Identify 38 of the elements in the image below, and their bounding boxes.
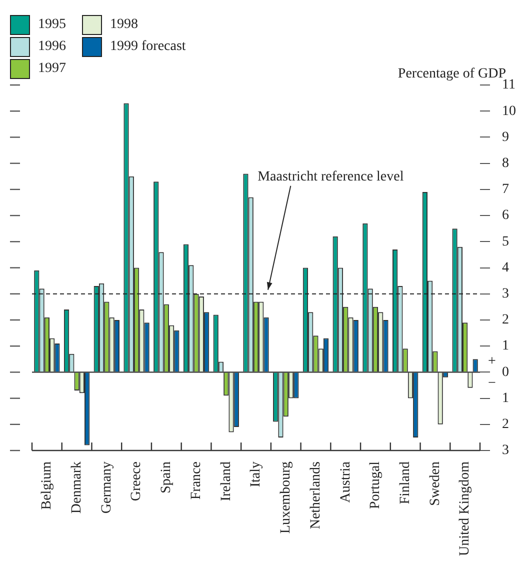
x-tick-label: Finland — [398, 462, 414, 504]
x-tick-label: Denmark — [69, 462, 84, 514]
x-tick-label: Portugal — [368, 461, 384, 509]
y-tick-label: 3 — [502, 286, 509, 302]
x-tick-label: Netherlands — [308, 462, 324, 530]
y-tick-label: 3 — [502, 443, 509, 458]
x-tick-label: Sweden — [428, 462, 443, 506]
x-tick-label: Belgium — [40, 461, 55, 510]
y-tick-label: 9 — [502, 130, 509, 145]
x-tick-label: Germany — [99, 462, 114, 514]
y-tick-label: 8 — [502, 156, 509, 171]
text: − — [488, 376, 496, 391]
y-tick-label: 7 — [502, 182, 509, 198]
x-tick-label: Greece — [129, 462, 144, 502]
x-tick-label: Austria — [338, 460, 354, 503]
x-tick-label: Spain — [159, 462, 174, 494]
y-tick-label: 6 — [502, 208, 509, 224]
y-tick-label: 11 — [502, 78, 516, 93]
x-tick-label: United Kingdom — [458, 461, 473, 556]
y-tick-label: 1 — [502, 338, 509, 354]
x-tick-label: France — [188, 462, 204, 500]
y-tick-label: 0 — [502, 364, 509, 380]
text: + — [488, 354, 496, 369]
ref-line-label: Maastricht reference level — [258, 170, 404, 185]
y-tick-label: 1 — [502, 390, 509, 406]
y-tick-label: 4 — [502, 260, 509, 276]
y-tick-label: 2 — [502, 417, 509, 432]
x-tick-label: Italy — [248, 462, 264, 488]
legend-label: 1995 — [38, 17, 66, 33]
y-tick-label: 2 — [502, 312, 509, 328]
x-tick-label: Ireland — [218, 462, 234, 502]
legend-label: 1998 — [110, 17, 138, 33]
legend-label: 1996 — [38, 39, 66, 55]
x-tick-label: Luxembourg — [278, 462, 294, 534]
y-tick-label: 5 — [502, 234, 509, 250]
legend-label: 1999 forecast — [110, 39, 186, 55]
y-tick-label: 10 — [502, 104, 516, 119]
legend-label: 1997 — [38, 61, 66, 77]
